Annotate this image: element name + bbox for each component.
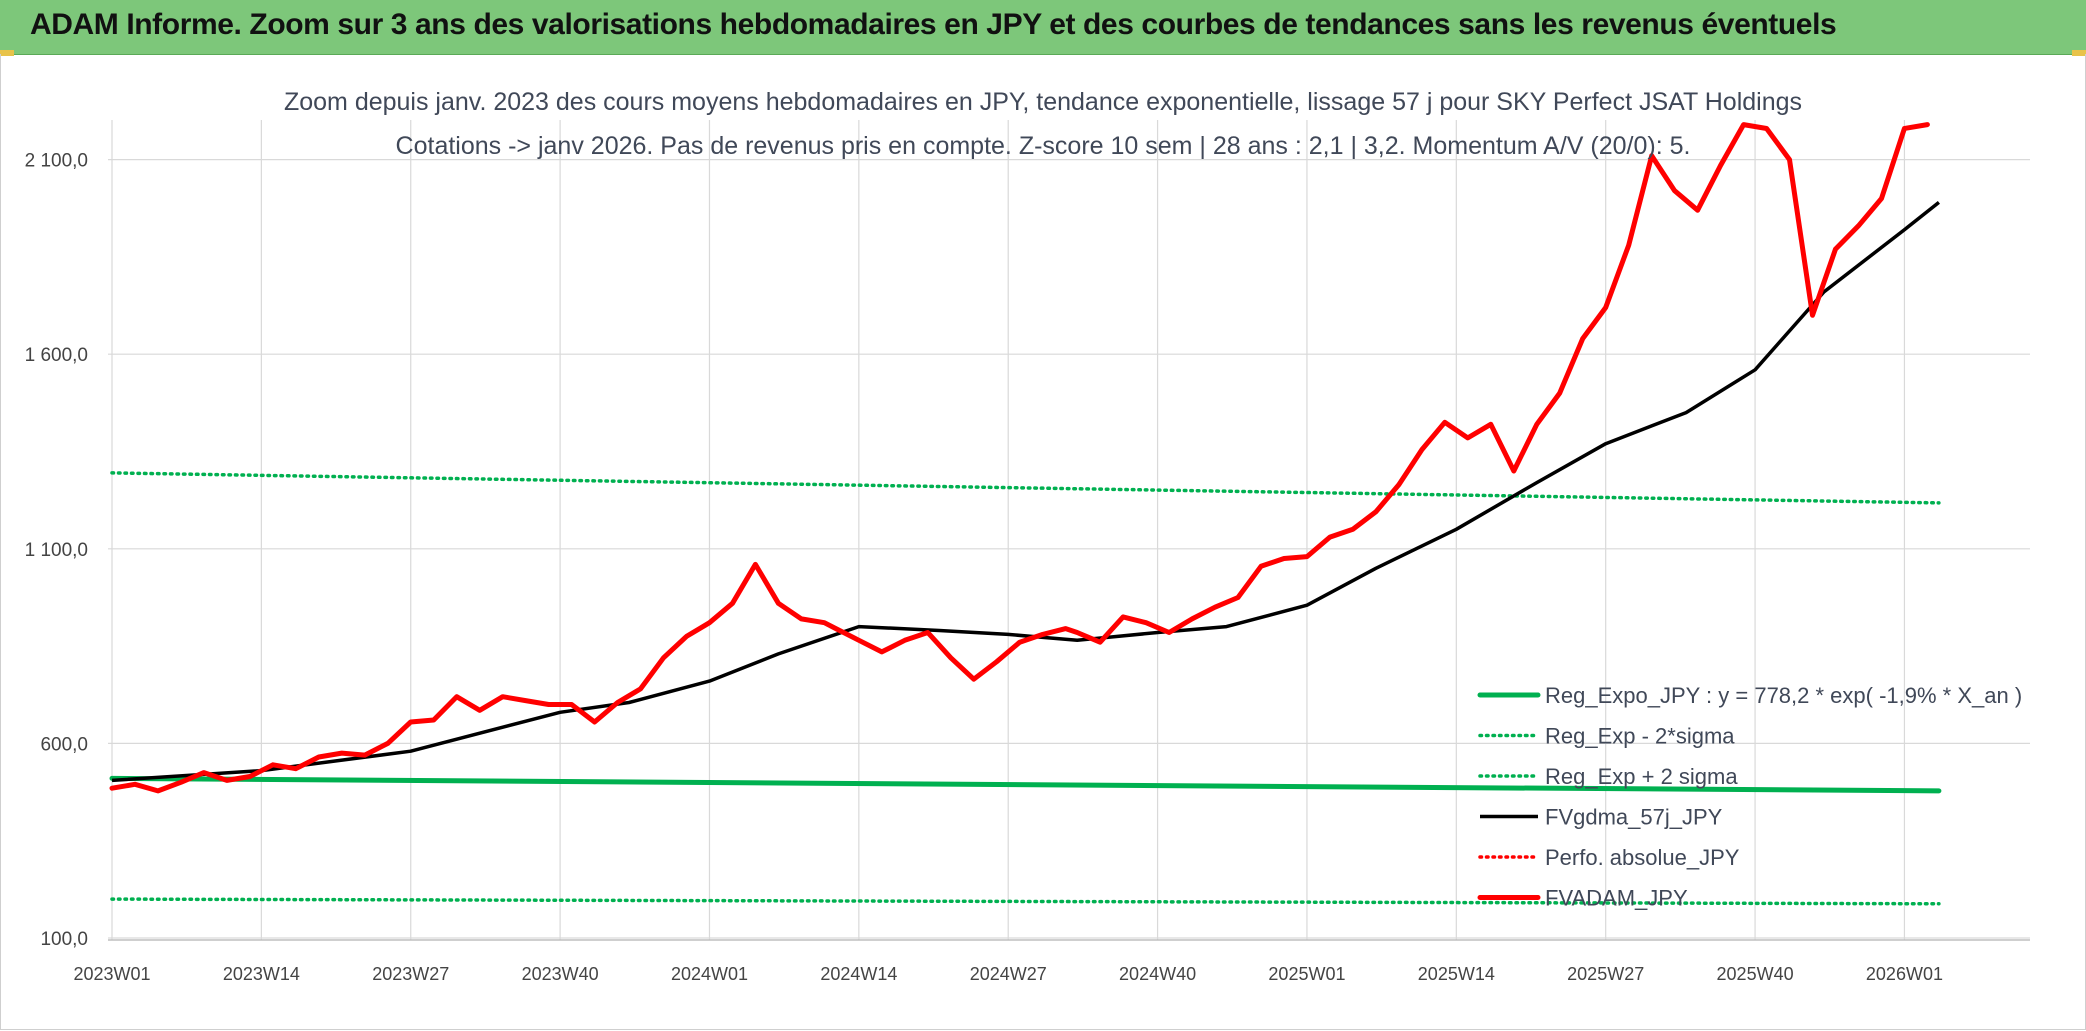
legend-label: FVgdma_57j_JPY xyxy=(1545,805,1723,830)
legend-label: FVADAM_JPY xyxy=(1545,886,1688,911)
x-tick-label: 2023W14 xyxy=(223,964,300,984)
y-tick-label: 600,0 xyxy=(40,734,88,755)
y-tick-label: 1 100,0 xyxy=(25,540,88,561)
series-line-fvgdma-57j-jpy xyxy=(111,201,1940,783)
legend-label: Reg_Exp - 2*sigma xyxy=(1545,724,1735,749)
axis-layer: 100,0 600,0 1 100,0 1 600,0 2 100,0 2023W01 20… xyxy=(25,151,2030,984)
chart-title: Zoom depuis janv. 2023 des cours moyens … xyxy=(0,80,2086,168)
x-tick-label: 2023W40 xyxy=(522,964,599,984)
series-line-reg-exp-2-sigma xyxy=(110,471,1941,505)
x-tick-label: 2025W40 xyxy=(1717,964,1794,984)
x-tick-label: 2024W14 xyxy=(820,964,897,984)
grid-layer xyxy=(108,120,2030,940)
chart-title-line2: Cotations -> janv 2026. Pas de revenus p… xyxy=(395,132,1691,160)
page-title: ADAM Informe. Zoom sur 3 ans des valoris… xyxy=(30,8,1837,41)
legend: Reg_Expo_JPY : y = 778,2 * exp( -1,9% * … xyxy=(1470,672,2030,920)
x-tick-label: 2024W01 xyxy=(671,964,748,984)
x-tick-label: 2025W14 xyxy=(1418,964,1495,984)
legend-label: Perfo. absolue_JPY xyxy=(1545,845,1740,870)
legend-box xyxy=(1470,672,2030,920)
series-layer xyxy=(109,122,1942,906)
x-tick-label: 2023W01 xyxy=(73,964,150,984)
series-line-fvadam-jpy xyxy=(109,122,1930,794)
header-bar: ADAM Informe. Zoom sur 3 ans des valoris… xyxy=(0,0,2086,56)
y-tick-label: 1 600,0 xyxy=(25,345,88,366)
x-tick-label: 2024W27 xyxy=(970,964,1047,984)
legend-label: Reg_Expo_JPY : y = 778,2 * exp( -1,9% * … xyxy=(1545,683,2022,708)
series-line-reg-exp-2-sigma xyxy=(110,897,1941,906)
x-tick-label: 2023W27 xyxy=(372,964,449,984)
header-accent-right xyxy=(2072,50,2086,56)
y-tick-label: 2 100,0 xyxy=(25,151,88,172)
legend-label: Reg_Exp + 2 sigma xyxy=(1545,764,1738,789)
x-tick-label: 2026W01 xyxy=(1866,964,1943,984)
x-tick-label: 2025W27 xyxy=(1567,964,1644,984)
y-tick-label: 100,0 xyxy=(40,929,88,950)
header-accent-left xyxy=(0,50,14,56)
chart-title-line1: Zoom depuis janv. 2023 des cours moyens … xyxy=(283,88,1803,116)
series-line-reg-expo-jpy-y-778-2-exp-1-9-x-an xyxy=(109,775,1942,794)
x-tick-label: 2024W40 xyxy=(1119,964,1196,984)
x-tick-label: 2025W01 xyxy=(1268,964,1345,984)
